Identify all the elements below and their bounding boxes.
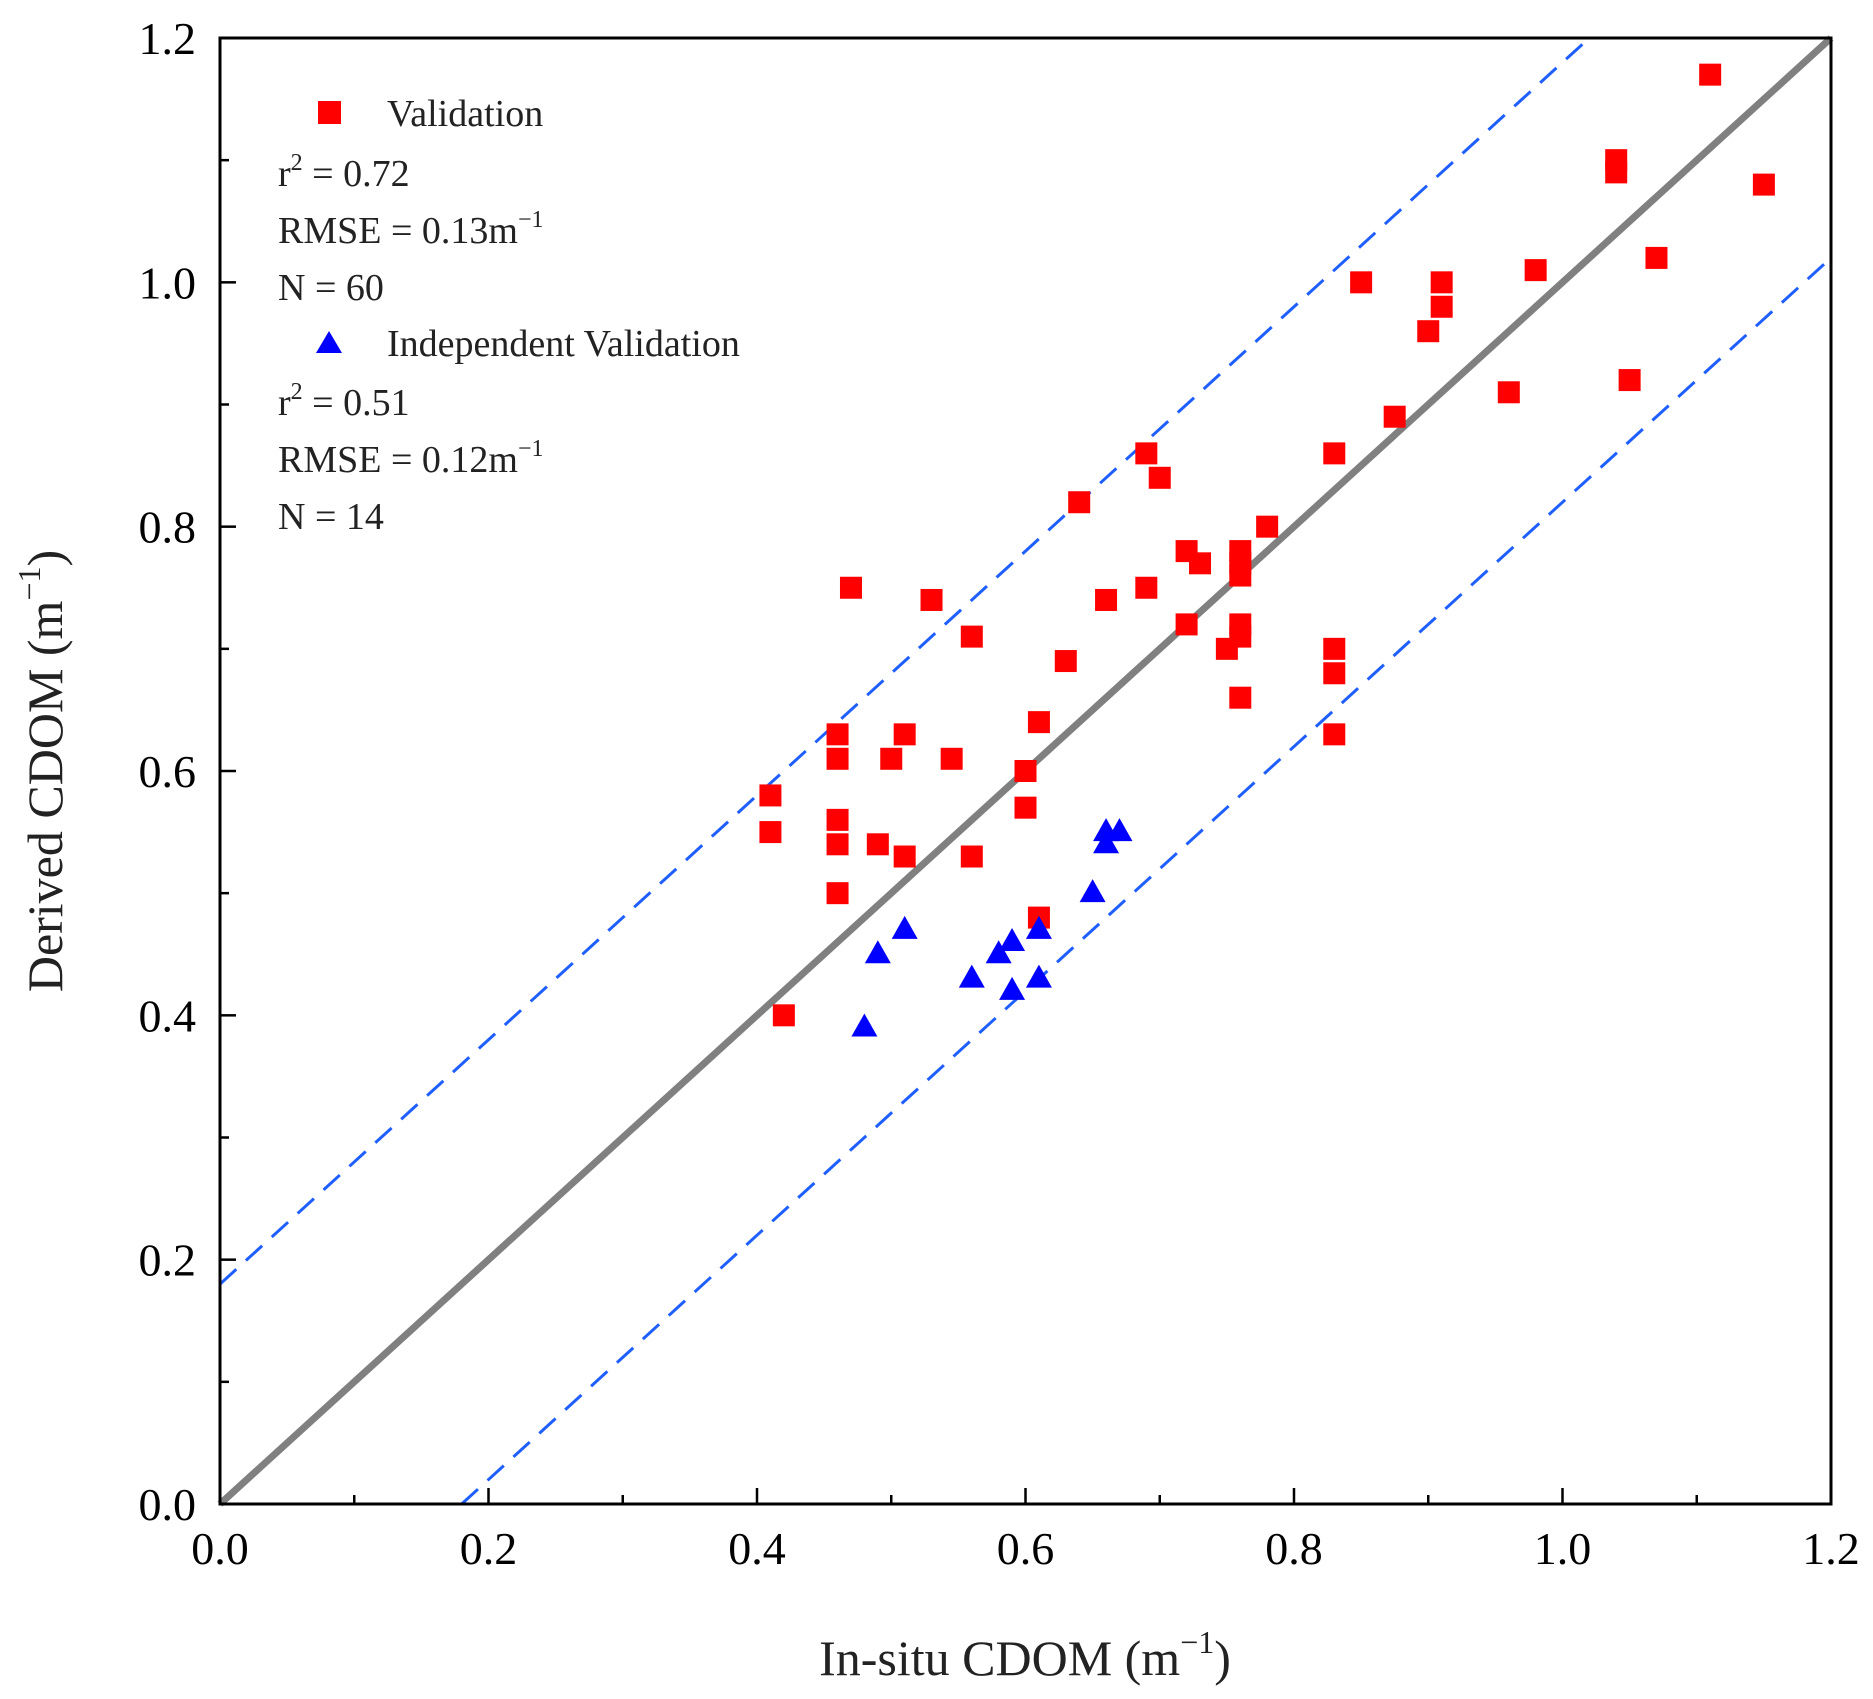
validation-point xyxy=(826,808,849,831)
validation-point xyxy=(1383,405,1406,428)
validation-point xyxy=(1175,613,1198,636)
x-tick-label: 0.4 xyxy=(728,1523,786,1574)
independent-validation-point xyxy=(891,915,918,939)
independent-validation-point xyxy=(958,964,985,988)
validation-point xyxy=(1229,564,1252,587)
validation-point xyxy=(1014,760,1037,782)
data-points xyxy=(759,63,1775,1037)
legend-rmse-independent: RMSE = 0.12m−1 xyxy=(278,436,544,481)
y-tick-label: 1.2 xyxy=(139,13,197,64)
upper-bound-line xyxy=(218,36,1591,1286)
axis-ticks: 0.0 0.2 0.4 0.6 0.8 1.0 1.2 0.0 0.2 0.4 0.6 0.8 1.0 1… xyxy=(139,13,1860,1574)
validation-point xyxy=(1645,246,1668,269)
validation-point xyxy=(772,1004,795,1027)
validation-point xyxy=(1189,552,1212,575)
lower-bound-line xyxy=(460,256,1833,1506)
validation-point xyxy=(1027,711,1050,734)
independent-validation-point xyxy=(1079,879,1106,903)
validation-point xyxy=(759,784,782,807)
validation-point xyxy=(1323,662,1346,685)
y-axis-title: Derived CDOM (m−1) xyxy=(11,550,73,992)
validation-point xyxy=(1014,796,1037,819)
validation-point xyxy=(1350,271,1373,294)
validation-point xyxy=(960,845,983,868)
validation-point xyxy=(880,747,903,770)
validation-point xyxy=(1497,381,1520,404)
validation-point xyxy=(1323,723,1346,746)
independent-validation-point xyxy=(999,976,1026,1000)
independent-validation-point xyxy=(999,928,1026,952)
y-tick-label: 0.0 xyxy=(139,1479,197,1530)
validation-point xyxy=(826,723,849,746)
independent-validation-point xyxy=(864,940,891,964)
legend-marker-validation xyxy=(318,101,341,124)
validation-point xyxy=(1430,271,1453,294)
validation-point xyxy=(839,576,862,599)
x-tick-label: 0.2 xyxy=(460,1523,518,1574)
validation-point xyxy=(1524,259,1547,282)
validation-point xyxy=(940,747,963,770)
validation-point xyxy=(1148,466,1171,489)
independent-validation-point xyxy=(851,1013,878,1037)
validation-point xyxy=(1699,63,1722,86)
validation-point xyxy=(1229,625,1252,648)
legend: Validation r2 = 0.72 RMSE = 0.13m−1 N = … xyxy=(278,93,740,538)
independent-validation-point xyxy=(1025,915,1052,939)
validation-point xyxy=(1135,576,1158,599)
y-tick-label: 0.8 xyxy=(139,502,197,553)
independent-validation-point xyxy=(1106,818,1133,842)
validation-point xyxy=(1054,650,1077,673)
independent-validation-point xyxy=(985,940,1012,964)
legend-n-independent: N = 14 xyxy=(278,496,384,538)
validation-point xyxy=(1605,161,1628,184)
y-tick-label: 1.0 xyxy=(139,257,197,308)
validation-point xyxy=(1430,295,1453,318)
legend-rmse-validation: RMSE = 0.13m−1 xyxy=(278,207,544,252)
x-tick-label: 1.0 xyxy=(1534,1523,1592,1574)
validation-point xyxy=(1068,491,1091,514)
x-tick-label: 0.8 xyxy=(1265,1523,1323,1574)
y-tick-label: 0.4 xyxy=(139,990,197,1041)
validation-point xyxy=(920,588,943,611)
x-tick-label: 0.6 xyxy=(997,1523,1055,1574)
y-tick-label: 0.6 xyxy=(139,746,197,797)
independent-validation-point xyxy=(1093,830,1120,854)
validation-point xyxy=(1323,637,1346,660)
validation-point xyxy=(1229,686,1252,709)
validation-point xyxy=(960,625,983,648)
validation-point xyxy=(759,821,782,844)
independent-validation-point xyxy=(1025,964,1052,988)
x-axis-title: In-situ CDOM (m−1) xyxy=(819,1624,1231,1686)
legend-label-validation: Validation xyxy=(387,93,543,135)
legend-r2-validation: r2 = 0.72 xyxy=(278,150,410,195)
validation-point xyxy=(826,747,849,770)
validation-point xyxy=(1095,588,1118,611)
validation-point xyxy=(1256,515,1279,538)
validation-point xyxy=(1135,442,1158,465)
legend-n-validation: N = 60 xyxy=(278,267,384,309)
legend-r2-independent: r2 = 0.51 xyxy=(278,379,410,424)
validation-point xyxy=(893,723,916,746)
validation-point xyxy=(893,845,916,868)
validation-point xyxy=(866,833,889,856)
validation-point xyxy=(1752,173,1775,196)
legend-marker-independent xyxy=(316,331,342,353)
x-tick-label: 0.0 xyxy=(191,1523,249,1574)
x-tick-label: 1.2 xyxy=(1802,1523,1860,1574)
validation-point xyxy=(1323,442,1346,465)
y-tick-label: 0.2 xyxy=(139,1235,197,1286)
validation-point xyxy=(826,882,849,905)
legend-label-independent: Independent Validation xyxy=(387,323,740,365)
validation-point xyxy=(1618,369,1641,392)
validation-point xyxy=(826,833,849,856)
validation-point xyxy=(1417,320,1440,343)
